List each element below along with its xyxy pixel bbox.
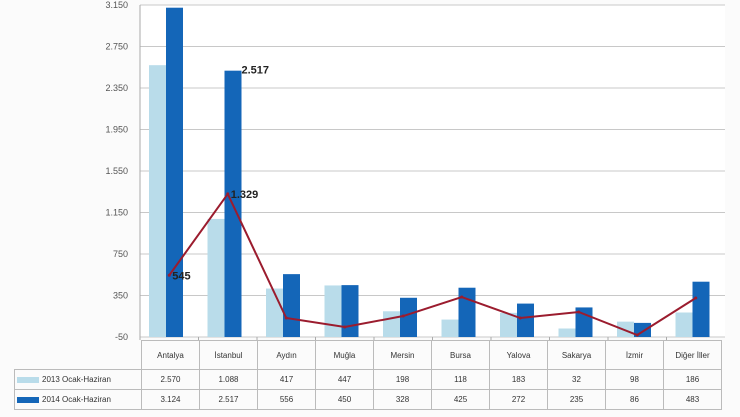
table-cell: 450	[315, 389, 374, 410]
table-cell: 32	[547, 369, 606, 390]
y-tick-label: 350	[113, 291, 128, 301]
legend-swatch-2014	[17, 396, 39, 403]
bar-2014	[283, 274, 300, 337]
table-header-cell: Sakarya	[547, 340, 606, 370]
line-point	[284, 316, 288, 320]
bar-2013	[324, 285, 342, 337]
y-tick-label: 750	[113, 249, 128, 259]
line-point	[460, 295, 464, 299]
data-label: 545	[172, 270, 190, 282]
table-header-cell: Yalova	[489, 340, 548, 370]
table-cell: 556	[257, 389, 316, 410]
y-tick-label: 1.550	[105, 166, 128, 176]
table-header-cell: İstanbul	[199, 340, 258, 370]
table-corner	[15, 341, 142, 370]
line-point	[694, 296, 698, 300]
table-header-cell: Diğer İller	[663, 340, 722, 370]
bar-2014	[517, 303, 534, 337]
bar-2013	[558, 328, 576, 337]
y-tick-label: 1.950	[105, 125, 128, 135]
bar-2014	[692, 281, 710, 337]
bar-2014	[400, 297, 417, 337]
line-point	[401, 314, 405, 318]
bar-2013	[500, 312, 517, 337]
legend-label: 2014 Ocak-Haziran	[42, 395, 111, 404]
table-header-cell: İzmir	[605, 340, 664, 370]
line-point	[167, 273, 171, 277]
y-tick-label: 3.150	[105, 0, 128, 10]
bar-2013	[383, 311, 400, 337]
table-cell: 328	[373, 389, 432, 410]
y-tick-label: 1.150	[105, 208, 128, 218]
table-header-cell: Muğla	[315, 340, 374, 370]
table-cell: 425	[431, 389, 490, 410]
legend-label: 2013 Ocak-Haziran	[42, 375, 111, 384]
bar-2013	[266, 288, 283, 337]
data-label: 1.329	[231, 189, 259, 201]
table-cell: 186	[663, 369, 722, 390]
table-cell: 272	[489, 389, 548, 410]
table-cell: 235	[547, 389, 606, 410]
table-cell: 2.517	[199, 389, 258, 410]
bar-2013	[441, 319, 459, 337]
line-point	[577, 310, 581, 314]
line-point	[343, 325, 347, 329]
line-point	[226, 192, 230, 196]
bar-2013	[617, 321, 634, 337]
bar-2014	[166, 7, 183, 337]
table-cell: 183	[489, 369, 548, 390]
table-header-cell: Antalya	[141, 340, 200, 370]
table-cell: 1.088	[199, 369, 258, 390]
table-cell: 86	[605, 389, 664, 410]
table-cell: 2.570	[141, 369, 200, 390]
plot-area: -50 350 750 1.150 1.550 1.950 2.350 2.750 3.150 5…	[105, 0, 725, 340]
table-cell: 3.124	[141, 389, 200, 410]
bar-2014	[341, 285, 359, 337]
data-table: Antalya İstanbul Aydın Muğla Mersin Bursa Yalo…	[14, 340, 722, 410]
table-cell: 98	[605, 369, 664, 390]
data-label: 2.517	[242, 65, 270, 77]
line-point	[518, 316, 522, 320]
table-header-cell: Aydın	[257, 340, 316, 370]
line-point	[635, 333, 639, 337]
table-header-cell: Mersin	[373, 340, 432, 370]
table-cell: 198	[373, 369, 432, 390]
table-header-cell: Bursa	[431, 340, 490, 370]
bar-2013	[675, 312, 693, 337]
legend-2014: 2014 Ocak-Haziran	[14, 389, 142, 410]
legend-2013: 2013 Ocak-Haziran	[14, 369, 142, 390]
bar-2014	[458, 287, 476, 337]
table-cell: 118	[431, 369, 490, 390]
bar-2013	[207, 218, 225, 337]
table-cell: 417	[257, 369, 316, 390]
table-cell: 483	[663, 389, 722, 410]
y-tick-label: 2.750	[105, 42, 128, 52]
line-series	[168, 191, 697, 337]
y-tick-label: 2.350	[105, 83, 128, 93]
bar-2013	[149, 65, 166, 338]
table-cell: 447	[315, 369, 374, 390]
legend-swatch-2013	[17, 376, 39, 383]
y-tick-label: -50	[115, 332, 128, 340]
